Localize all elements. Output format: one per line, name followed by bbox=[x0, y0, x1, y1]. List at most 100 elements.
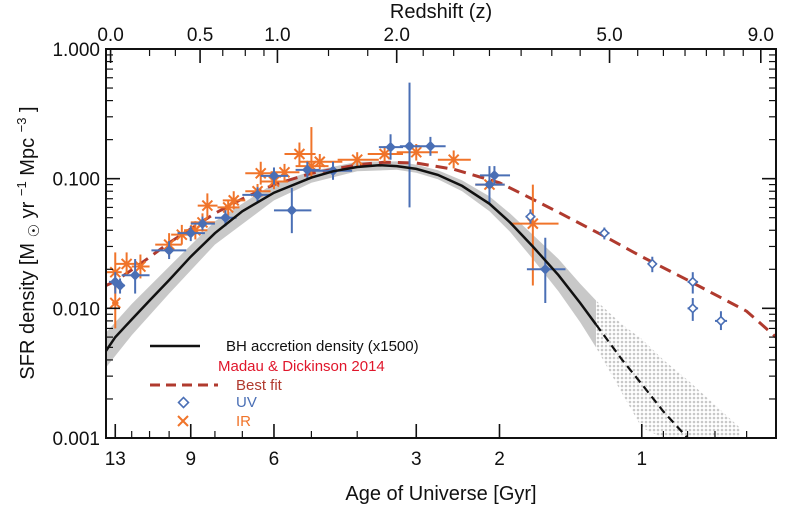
x-tick-label-2: 6 bbox=[269, 449, 280, 470]
ir-point-19 bbox=[367, 146, 404, 162]
y-axis-title-mpc: Mpc bbox=[17, 138, 39, 176]
uv-marker-9 bbox=[286, 204, 298, 216]
uv-point-18 bbox=[525, 209, 536, 224]
uv-marker-14 bbox=[425, 140, 436, 152]
uv-point-0 bbox=[109, 272, 122, 294]
uv-point-8 bbox=[260, 167, 289, 185]
sun-symbol: ☉ bbox=[26, 224, 43, 237]
uv-marker-6 bbox=[220, 212, 231, 224]
uv-marker-15 bbox=[484, 179, 495, 190]
plot-frame bbox=[105, 48, 777, 439]
uv-point-19 bbox=[599, 227, 610, 240]
uv-point-6 bbox=[214, 210, 237, 227]
uv-marker-18 bbox=[525, 211, 536, 222]
uv-point-15 bbox=[475, 166, 505, 203]
y-axis-title-exp1: −1 bbox=[14, 181, 29, 196]
uv-marker-23 bbox=[715, 315, 727, 327]
ir-cross-b-5 bbox=[176, 228, 188, 241]
uv-marker-5 bbox=[197, 218, 208, 229]
y-tick-label-2: 0.010 bbox=[52, 299, 100, 320]
uv-marker-1 bbox=[114, 280, 126, 291]
uv-point-2 bbox=[121, 259, 150, 294]
ir-cross-b-2 bbox=[120, 258, 133, 270]
ir-cross-b-19 bbox=[378, 148, 391, 160]
x-tick-label-1: 9 bbox=[185, 449, 196, 470]
uv-point-22 bbox=[687, 298, 699, 321]
uv-marker-21 bbox=[687, 276, 699, 288]
x-tick-label-3: 3 bbox=[411, 449, 422, 470]
legend-ir-label: IR bbox=[236, 413, 251, 430]
uv-marker-22 bbox=[687, 303, 699, 314]
uv-point-9 bbox=[273, 187, 312, 234]
legend: BH accretion density (x1500) Madau & Dic… bbox=[150, 338, 419, 430]
uv-point-1 bbox=[114, 278, 126, 294]
legend-fit-label: Best fit bbox=[236, 377, 283, 394]
uv-marker-16 bbox=[489, 170, 500, 181]
ir-cross-b-15 bbox=[293, 148, 306, 160]
top-axis-title: Redshift (z) bbox=[390, 1, 492, 23]
ir-cross-b-18 bbox=[351, 154, 363, 166]
legend-ref-title: Madau & Dickinson 2014 bbox=[218, 358, 385, 375]
ir-cross-b-17 bbox=[314, 156, 326, 168]
top-tick-label-1: 0.5 bbox=[187, 25, 213, 46]
uv-point-20 bbox=[646, 256, 658, 273]
y-tick-label-0: 1.000 bbox=[52, 40, 100, 61]
y-axis-title-exp2: −3 bbox=[14, 118, 29, 133]
top-tick-label-3: 2.0 bbox=[383, 25, 409, 46]
ir-point-21 bbox=[437, 150, 471, 169]
top-tick-label-5: 9.0 bbox=[748, 25, 774, 46]
bh-extrapolation-line bbox=[595, 323, 689, 438]
uv-point-7 bbox=[242, 187, 271, 203]
uv-marker-10 bbox=[302, 164, 313, 176]
ir-cross-b-21 bbox=[447, 154, 460, 166]
uv-marker-19 bbox=[599, 227, 610, 239]
y-tick-label-1: 0.100 bbox=[52, 170, 100, 191]
y-axis-title: SFR density [M ☉ yr −1 Mpc −3 ] bbox=[9, 106, 44, 379]
ir-cross-b-1 bbox=[109, 297, 121, 309]
uv-point-5 bbox=[190, 216, 215, 231]
top-tick-label-0: 0.0 bbox=[97, 25, 123, 46]
uv-marker-12 bbox=[385, 141, 396, 153]
uv-marker-8 bbox=[268, 170, 280, 182]
plot-data-layer bbox=[106, 82, 776, 438]
bh-extrapolation-band bbox=[596, 300, 740, 438]
uv-marker-4 bbox=[185, 227, 197, 239]
x-tick-label-5: 1 bbox=[636, 449, 647, 470]
ir-point-10 bbox=[222, 191, 246, 210]
uv-point-21 bbox=[687, 272, 699, 294]
uv-marker-13 bbox=[404, 140, 415, 152]
uv-marker-2 bbox=[129, 269, 141, 281]
uv-point-23 bbox=[714, 311, 728, 331]
x-axis-title: Age of Universe [Gyr] bbox=[345, 483, 536, 505]
uv-point-14 bbox=[416, 136, 446, 156]
uv-point-16 bbox=[479, 166, 511, 185]
uv-point-4 bbox=[177, 226, 205, 242]
uv-marker-20 bbox=[646, 258, 658, 270]
ir-cross-b-3 bbox=[134, 260, 147, 273]
top-tick-label-2: 1.0 bbox=[264, 25, 290, 46]
bh-accretion-line bbox=[106, 163, 598, 352]
legend-ir-marker bbox=[177, 415, 189, 427]
y-axis-title-yr: yr bbox=[17, 201, 39, 218]
legend-bh-label: BH accretion density (x1500) bbox=[226, 338, 419, 355]
ir-cross-b-10 bbox=[228, 194, 240, 207]
uv-point-17 bbox=[526, 237, 566, 303]
x-tick-label-4: 2 bbox=[494, 449, 505, 470]
ir-cross-b-12 bbox=[255, 167, 267, 180]
uv-marker-7 bbox=[252, 189, 263, 201]
ir-point-5 bbox=[171, 224, 194, 245]
best-fit-line bbox=[106, 160, 776, 339]
uv-point-12 bbox=[378, 134, 404, 160]
legend-uv-marker bbox=[177, 396, 190, 409]
uv-point-3 bbox=[151, 241, 187, 260]
ir-point-18 bbox=[337, 152, 379, 168]
ir-cross-b-23 bbox=[527, 217, 539, 230]
y-axis-title-suffix: ] bbox=[17, 106, 39, 112]
x-tick-label-0: 13 bbox=[105, 449, 126, 470]
legend-uv-label: UV bbox=[236, 394, 257, 411]
ir-point-8 bbox=[197, 193, 218, 218]
top-tick-label-4: 5.0 bbox=[596, 25, 622, 46]
y-axis-title-prefix: SFR density [M bbox=[17, 243, 39, 380]
